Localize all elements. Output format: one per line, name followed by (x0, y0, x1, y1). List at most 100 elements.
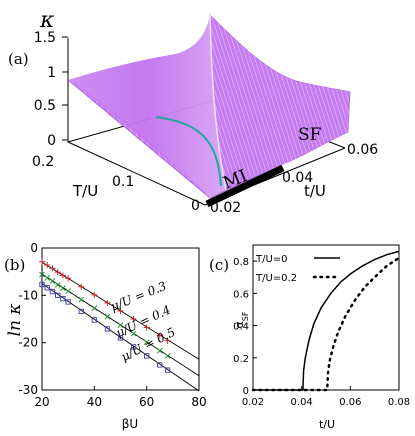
panel-c: (c) αSF t/U 0.02 0.04 0.06 0.0800.20.40.60.… (209, 244, 410, 431)
c-y-tick-label: 0 (243, 386, 249, 397)
b-y-axis-label: ln κ (5, 304, 25, 337)
kappa-surface-front (68, 15, 226, 198)
b-data-point (144, 353, 150, 359)
b-data-point (164, 353, 171, 359)
b-data-point (65, 288, 72, 294)
panel-b: (b) ln κ βU 20 40 60 80 0 -10 -20 -30 μ/U = 0.3… (4, 241, 207, 431)
legend-entry-t0: T/U=0 (255, 254, 288, 265)
b-data-point (78, 308, 84, 315)
b-data-point (117, 335, 124, 341)
c-plot-area (251, 250, 401, 392)
x-axis-label: T/U (72, 182, 98, 200)
b-axes: 20 40 60 80 0 -10 -20 -30 (18, 241, 206, 409)
panel-a: (a) κ 1.5 1 0.5 0 MI SF (8, 8, 378, 216)
b-data-point (156, 332, 163, 339)
x-tick-label: 0.2 (32, 154, 54, 170)
b-data-point (91, 305, 98, 311)
y-tick-label: 0.02 (210, 200, 241, 216)
b-data-point (54, 269, 61, 276)
b-data-point (164, 337, 171, 344)
kappa-surface-right (210, 15, 350, 190)
b-x-tick-label: 20 (34, 395, 49, 409)
b-data-point (44, 262, 51, 269)
b-data-point (49, 278, 56, 284)
b-y-tick-label: -30 (18, 383, 38, 397)
b-data-point (39, 271, 45, 278)
b-data-point (117, 322, 124, 329)
b-plot-frame (41, 247, 200, 391)
c-series-line (253, 250, 400, 391)
b-y-tick-label: 0 (30, 241, 38, 255)
b-x-tick-label: 40 (87, 395, 102, 409)
phase-boundary-curve (155, 116, 222, 187)
b-data-point (117, 307, 124, 314)
z-axis-ticks: 1.5 1 0.5 0 (34, 30, 68, 149)
legend-entry-t02: T/U=0.2 (255, 273, 297, 284)
b-data-point (39, 258, 45, 265)
b-x-tick-label: 80 (191, 395, 206, 409)
panel-label-a: (a) (8, 50, 29, 68)
b-data-point (143, 324, 150, 331)
c-y-tick-label: 0.4 (233, 322, 249, 333)
z-tick-label: 0 (47, 133, 56, 149)
b-data-point (78, 296, 85, 303)
b-data-point (65, 299, 71, 305)
tu-axis-ticks: 0.02 0.04 0.06 (210, 142, 378, 216)
panel-label-b: (b) (4, 256, 25, 274)
b-data-point (54, 282, 61, 288)
b-data-point (60, 285, 66, 292)
t-axis-ticks: 0.2 0.1 0 (32, 154, 200, 214)
c-x-tick-label: 0.02 (242, 397, 264, 408)
b-data-point (91, 317, 97, 323)
b-data-point (130, 316, 137, 322)
mi-phase-bar (205, 164, 285, 208)
b-data-point (55, 292, 61, 298)
b-data-point (39, 281, 45, 288)
c-x-axis-label: t/U (319, 418, 335, 431)
y-axis-label: t/U (304, 182, 326, 200)
sf-label: SF (298, 125, 322, 145)
b-data-point (49, 265, 56, 272)
c-legend: T/U=0 T/U=0.2 (255, 254, 342, 284)
c-plot-frame (252, 244, 400, 391)
b-data-point (104, 313, 111, 320)
surface-ridge-line (209, 14, 227, 191)
y-tick-label: 0.04 (282, 170, 313, 186)
x-tick-label: 0 (191, 198, 200, 214)
c-series-line (251, 256, 401, 392)
b-data-point (59, 272, 66, 279)
b-data-point (60, 295, 66, 302)
b-data-point (164, 367, 171, 373)
x-tick-label: 0.1 (112, 174, 134, 190)
b-data-point (143, 339, 150, 346)
b-x-tick-label: 60 (139, 395, 154, 409)
b-data-point (130, 330, 137, 337)
z-tick-label: 1.5 (34, 30, 56, 46)
c-y-tick-label: 0.2 (233, 354, 249, 365)
b-data-point (157, 362, 163, 368)
c-x-tick-label: 0.08 (388, 397, 410, 408)
b-fit-line (41, 283, 200, 392)
c-axes: 0.02 0.04 0.06 0.08 0 0.2 0.4 0.6 0.8 (233, 257, 410, 408)
b-data-point (65, 275, 72, 282)
b-x-axis-label: βU (122, 417, 138, 431)
b-data-point (44, 274, 51, 281)
y-tick-label: 0.06 (347, 142, 378, 158)
c-y-tick-label: 0.8 (233, 257, 249, 268)
b-data-point (78, 283, 85, 290)
c-x-tick-label: 0.06 (339, 397, 361, 408)
b-data-point (156, 347, 163, 354)
z-tick-label: 0.5 (34, 98, 56, 114)
z-tick-label: 1 (47, 65, 56, 81)
c-y-tick-label: 0.6 (233, 289, 249, 300)
b-data-point (44, 285, 50, 291)
panel-label-c: (c) (209, 256, 229, 274)
b-data-point (91, 291, 98, 298)
b-data-point (104, 326, 111, 332)
b-plot-area: μ/U = 0.3μ/U = 0.4μ/U = 0.5 (39, 258, 200, 392)
b-data-point (49, 288, 56, 295)
b-data-point (104, 299, 111, 306)
b-y-tick-label: -20 (18, 336, 38, 350)
b-y-tick-label: -10 (18, 288, 38, 302)
